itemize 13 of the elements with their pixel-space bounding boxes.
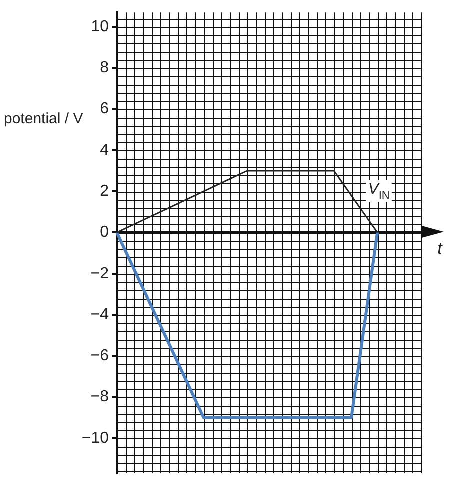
y-axis-title: potential / V [4, 110, 84, 128]
x-axis-title: t [438, 238, 444, 258]
y-tick-label: −10 [82, 430, 110, 447]
y-tick-label: −6 [90, 348, 110, 365]
y-tick-label: −8 [90, 388, 110, 406]
y-tick-label: 8 [100, 60, 110, 77]
y-tick-label: −2 [90, 265, 110, 282]
y-tick-label: −4 [90, 306, 110, 324]
y-tick-label: 10 [91, 18, 110, 36]
y-tick-label: 0 [100, 224, 110, 242]
y-tick-label: 2 [100, 182, 110, 200]
y-tick-label: 4 [100, 142, 110, 159]
y-tick-label: 6 [100, 100, 110, 118]
